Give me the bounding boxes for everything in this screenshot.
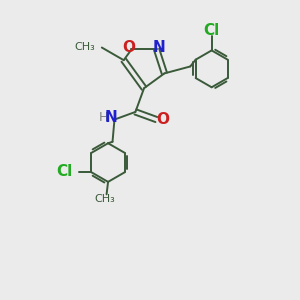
Text: CH₃: CH₃: [74, 42, 95, 52]
Text: N: N: [153, 40, 165, 55]
Text: O: O: [156, 112, 170, 127]
Text: CH₃: CH₃: [95, 194, 116, 204]
Text: Cl: Cl: [203, 23, 220, 38]
Text: N: N: [104, 110, 117, 125]
Text: O: O: [123, 40, 136, 55]
Text: Cl: Cl: [56, 164, 72, 179]
Text: H: H: [98, 111, 108, 124]
